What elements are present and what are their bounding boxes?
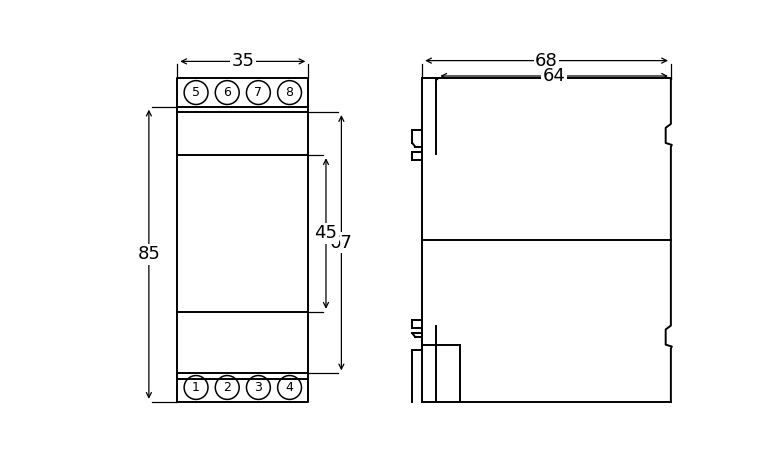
Text: 6: 6 [223, 86, 231, 99]
Text: 67: 67 [330, 234, 353, 252]
Text: 35: 35 [232, 53, 254, 70]
Text: 45: 45 [314, 225, 338, 243]
Text: 8: 8 [285, 86, 294, 99]
Text: 64: 64 [543, 67, 565, 85]
Text: 7: 7 [254, 86, 263, 99]
Text: 1: 1 [192, 381, 200, 394]
Text: 4: 4 [285, 381, 294, 394]
Text: 3: 3 [254, 381, 263, 394]
Text: 68: 68 [535, 52, 558, 70]
Text: 85: 85 [138, 245, 160, 263]
Text: 5: 5 [192, 86, 200, 99]
Text: 2: 2 [223, 381, 231, 394]
